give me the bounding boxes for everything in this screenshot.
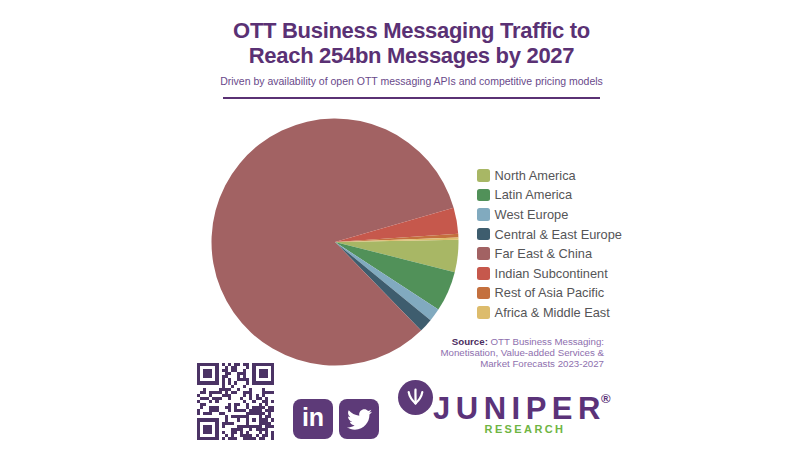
source-line-1: Source: OTT Business Messaging: [440, 336, 604, 347]
legend-item: Central & East Europe [477, 228, 622, 241]
twitter-icon[interactable] [339, 399, 379, 439]
page-title: OTT Business Messaging Traffic to Reach … [110, 18, 713, 68]
source-label: Source: [452, 336, 488, 347]
legend-label: Rest of Asia Pacific [495, 286, 605, 299]
juniper-logo-mark [398, 380, 433, 415]
legend: North America Latin America West Europe Cen… [477, 169, 622, 326]
legend-item: Africa & Middle East [477, 306, 622, 319]
legend-swatch [477, 306, 490, 319]
divider-line [223, 97, 600, 99]
legend-label: Far East & China [495, 247, 592, 260]
linkedin-in-glyph: in [302, 403, 324, 432]
legend-swatch [477, 228, 490, 241]
legend-item: Rest of Asia Pacific [477, 287, 622, 300]
juniper-trident-glyph [398, 380, 433, 415]
legend-label: West Europe [495, 208, 569, 221]
legend-item: Indian Subcontinent [477, 267, 622, 280]
page-subtitle: Driven by availability of open OTT messa… [110, 75, 713, 87]
legend-item: Far East & China [477, 247, 622, 260]
legend-label: Indian Subcontinent [495, 267, 608, 280]
source-note: Source: OTT Business Messaging: Monetisa… [440, 336, 604, 370]
linkedin-icon[interactable]: in [293, 399, 333, 439]
pie-chart [211, 118, 459, 366]
twitter-bird-glyph [347, 407, 372, 432]
legend-swatch [477, 169, 490, 182]
legend-item: Latin America [477, 189, 622, 202]
source-line-2: Monetisation, Value-added Services & [440, 347, 604, 358]
infographic: OTT Business Messaging Traffic to Reach … [0, 0, 800, 450]
legend-swatch [477, 189, 490, 202]
research-wordmark: RESEARCH [445, 423, 605, 435]
source-line-3: Market Forecasts 2023-2027 [440, 358, 604, 369]
registered-mark: ® [601, 391, 611, 406]
legend-label: Latin America [495, 188, 573, 201]
qr-code [197, 363, 274, 440]
legend-label: Central & East Europe [495, 228, 622, 241]
legend-item: North America [477, 169, 622, 182]
legend-label: Africa & Middle East [495, 306, 610, 319]
legend-item: West Europe [477, 208, 622, 221]
title-line-1: OTT Business Messaging Traffic to [110, 18, 713, 43]
legend-swatch [477, 287, 490, 300]
legend-swatch [477, 267, 490, 280]
juniper-wordmark: JUNIPER [433, 393, 606, 424]
legend-swatch [477, 208, 490, 221]
legend-swatch [477, 247, 490, 260]
title-line-2: Reach 254bn Messages by 2027 [110, 43, 713, 68]
legend-label: North America [495, 169, 576, 182]
